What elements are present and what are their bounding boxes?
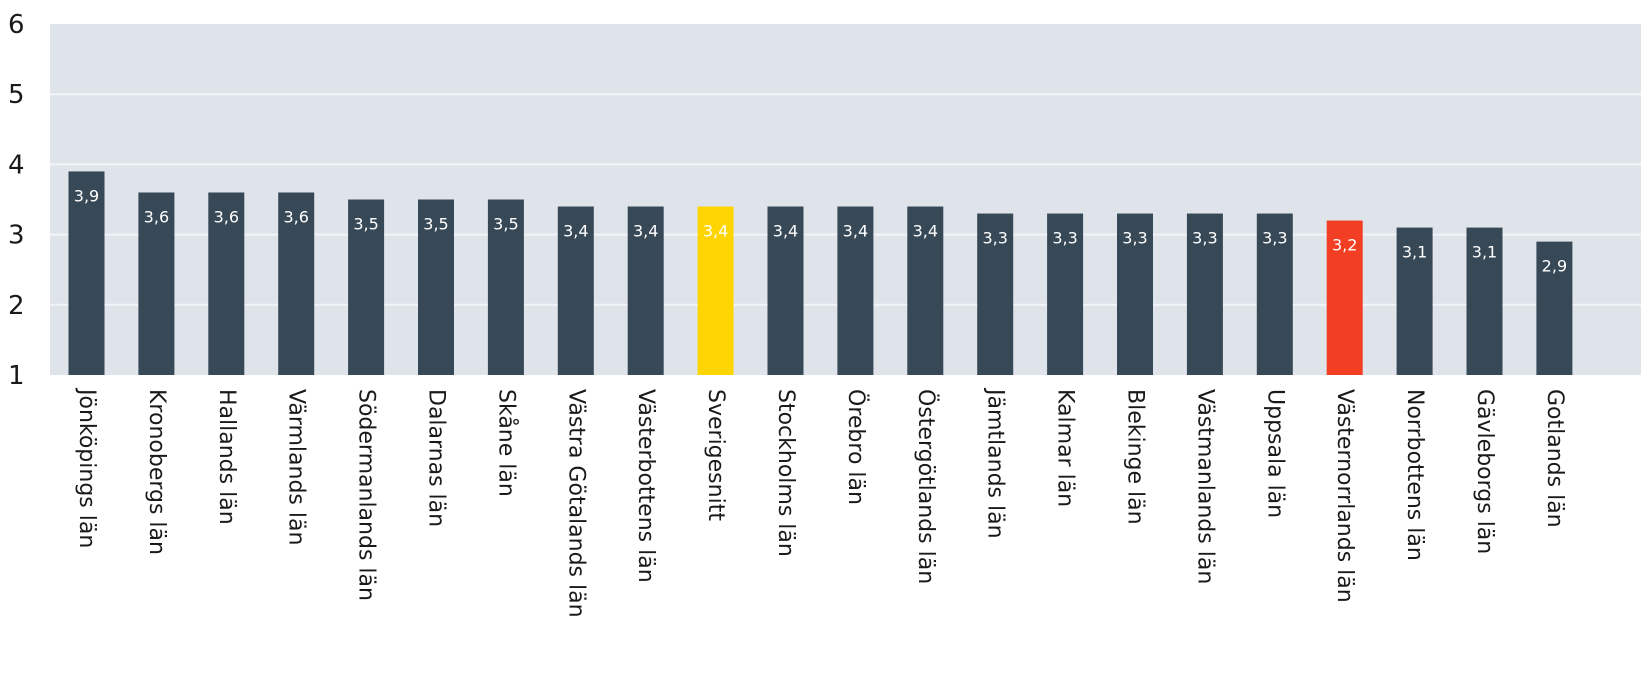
x-tick-label: Östergötlands län: [913, 389, 939, 584]
bar: [1466, 227, 1503, 375]
data-label: 3,1: [1402, 243, 1427, 262]
bar: [1326, 220, 1363, 375]
x-tick-label: Skåne län: [493, 389, 519, 497]
y-axis: 1 2 3 4 5 6: [8, 10, 25, 391]
data-label: 3,5: [423, 215, 448, 234]
x-tick-label: Örebro län: [843, 389, 869, 505]
x-tick-label: Gävleborgs län: [1472, 389, 1497, 554]
data-label: 3,3: [982, 229, 1007, 248]
bar: [138, 192, 175, 375]
x-tick-label: Jönköpings län: [74, 387, 99, 548]
data-label: 3,4: [703, 222, 728, 241]
bars: [68, 171, 1573, 375]
y-tick-label: 1: [8, 361, 25, 391]
x-tick-label: Dalarnas län: [424, 389, 449, 527]
data-label: 3,9: [74, 186, 99, 205]
data-label: 3,3: [1262, 229, 1287, 248]
x-tick-label: Södermanlands län: [354, 389, 379, 601]
bar: [1536, 241, 1573, 375]
data-label: 3,4: [633, 222, 658, 241]
x-tick-label: Jämtlands län: [983, 387, 1008, 539]
bar: [557, 206, 594, 375]
data-label: 3,2: [1332, 236, 1357, 255]
data-label: 3,4: [773, 222, 798, 241]
bar: [627, 206, 664, 375]
x-tick-label: Blekinge län: [1123, 389, 1148, 525]
data-label: 3,6: [283, 207, 308, 226]
x-tick-label: Uppsala län: [1262, 389, 1287, 518]
bar: [907, 206, 944, 375]
y-tick-label: 6: [8, 10, 25, 40]
bar: [977, 213, 1014, 375]
bar: [1117, 213, 1153, 375]
x-tick-label: Västra Götalands län: [563, 389, 588, 618]
x-tick-label: Västernorrlands län: [1332, 389, 1357, 603]
data-label: 3,6: [144, 207, 169, 226]
x-tick-label: Västmanlands län: [1192, 389, 1217, 584]
y-tick-label: 4: [8, 150, 25, 180]
data-label: 3,6: [214, 207, 239, 226]
x-axis-labels: Jönköpings län Kronobergs län Hallands län…: [74, 387, 1567, 618]
bar: [1047, 213, 1084, 375]
data-label: 3,1: [1472, 243, 1497, 262]
x-tick-label: Kronobergs län: [144, 389, 169, 555]
bar: [697, 206, 734, 375]
bar: [1186, 213, 1223, 375]
bar: [837, 206, 874, 375]
bar: [418, 199, 454, 375]
y-tick-label: 2: [8, 291, 25, 321]
data-label: 3,3: [1192, 229, 1217, 248]
x-tick-label: Sverigesnitt: [703, 389, 728, 521]
bar: [1396, 227, 1433, 375]
data-label: 2,9: [1542, 257, 1567, 276]
data-label: 3,3: [1122, 229, 1147, 248]
bar: [1256, 213, 1293, 375]
bar: [68, 171, 105, 375]
bar: [487, 199, 524, 375]
data-label: 3,3: [1052, 229, 1077, 248]
data-label: 3,4: [843, 222, 868, 241]
data-label: 3,5: [493, 215, 518, 234]
data-label: 3,5: [353, 215, 378, 234]
bar: [767, 206, 804, 375]
y-tick-label: 3: [8, 221, 25, 251]
x-tick-label: Västerbottens län: [633, 389, 658, 583]
bar: [208, 192, 245, 375]
x-tick-label: Kalmar län: [1053, 389, 1078, 507]
y-tick-label: 5: [8, 80, 25, 110]
x-tick-label: Norrbottens län: [1402, 389, 1427, 561]
bar: [348, 199, 385, 375]
data-label: 3,4: [563, 222, 588, 241]
x-tick-label: Hallands län: [214, 389, 239, 525]
data-label: 3,4: [913, 222, 938, 241]
x-tick-label: Värmlands län: [284, 389, 309, 545]
value-labels: 3,9 3,6 3,6 3,6 3,5 3,5 3,5 3,4 3,4 3,4 3,4 3,4 3,4 3…: [74, 186, 1567, 275]
x-tick-label: Gotlands län: [1542, 389, 1567, 528]
bar: [278, 192, 315, 375]
x-tick-label: Stockholms län: [773, 389, 798, 557]
